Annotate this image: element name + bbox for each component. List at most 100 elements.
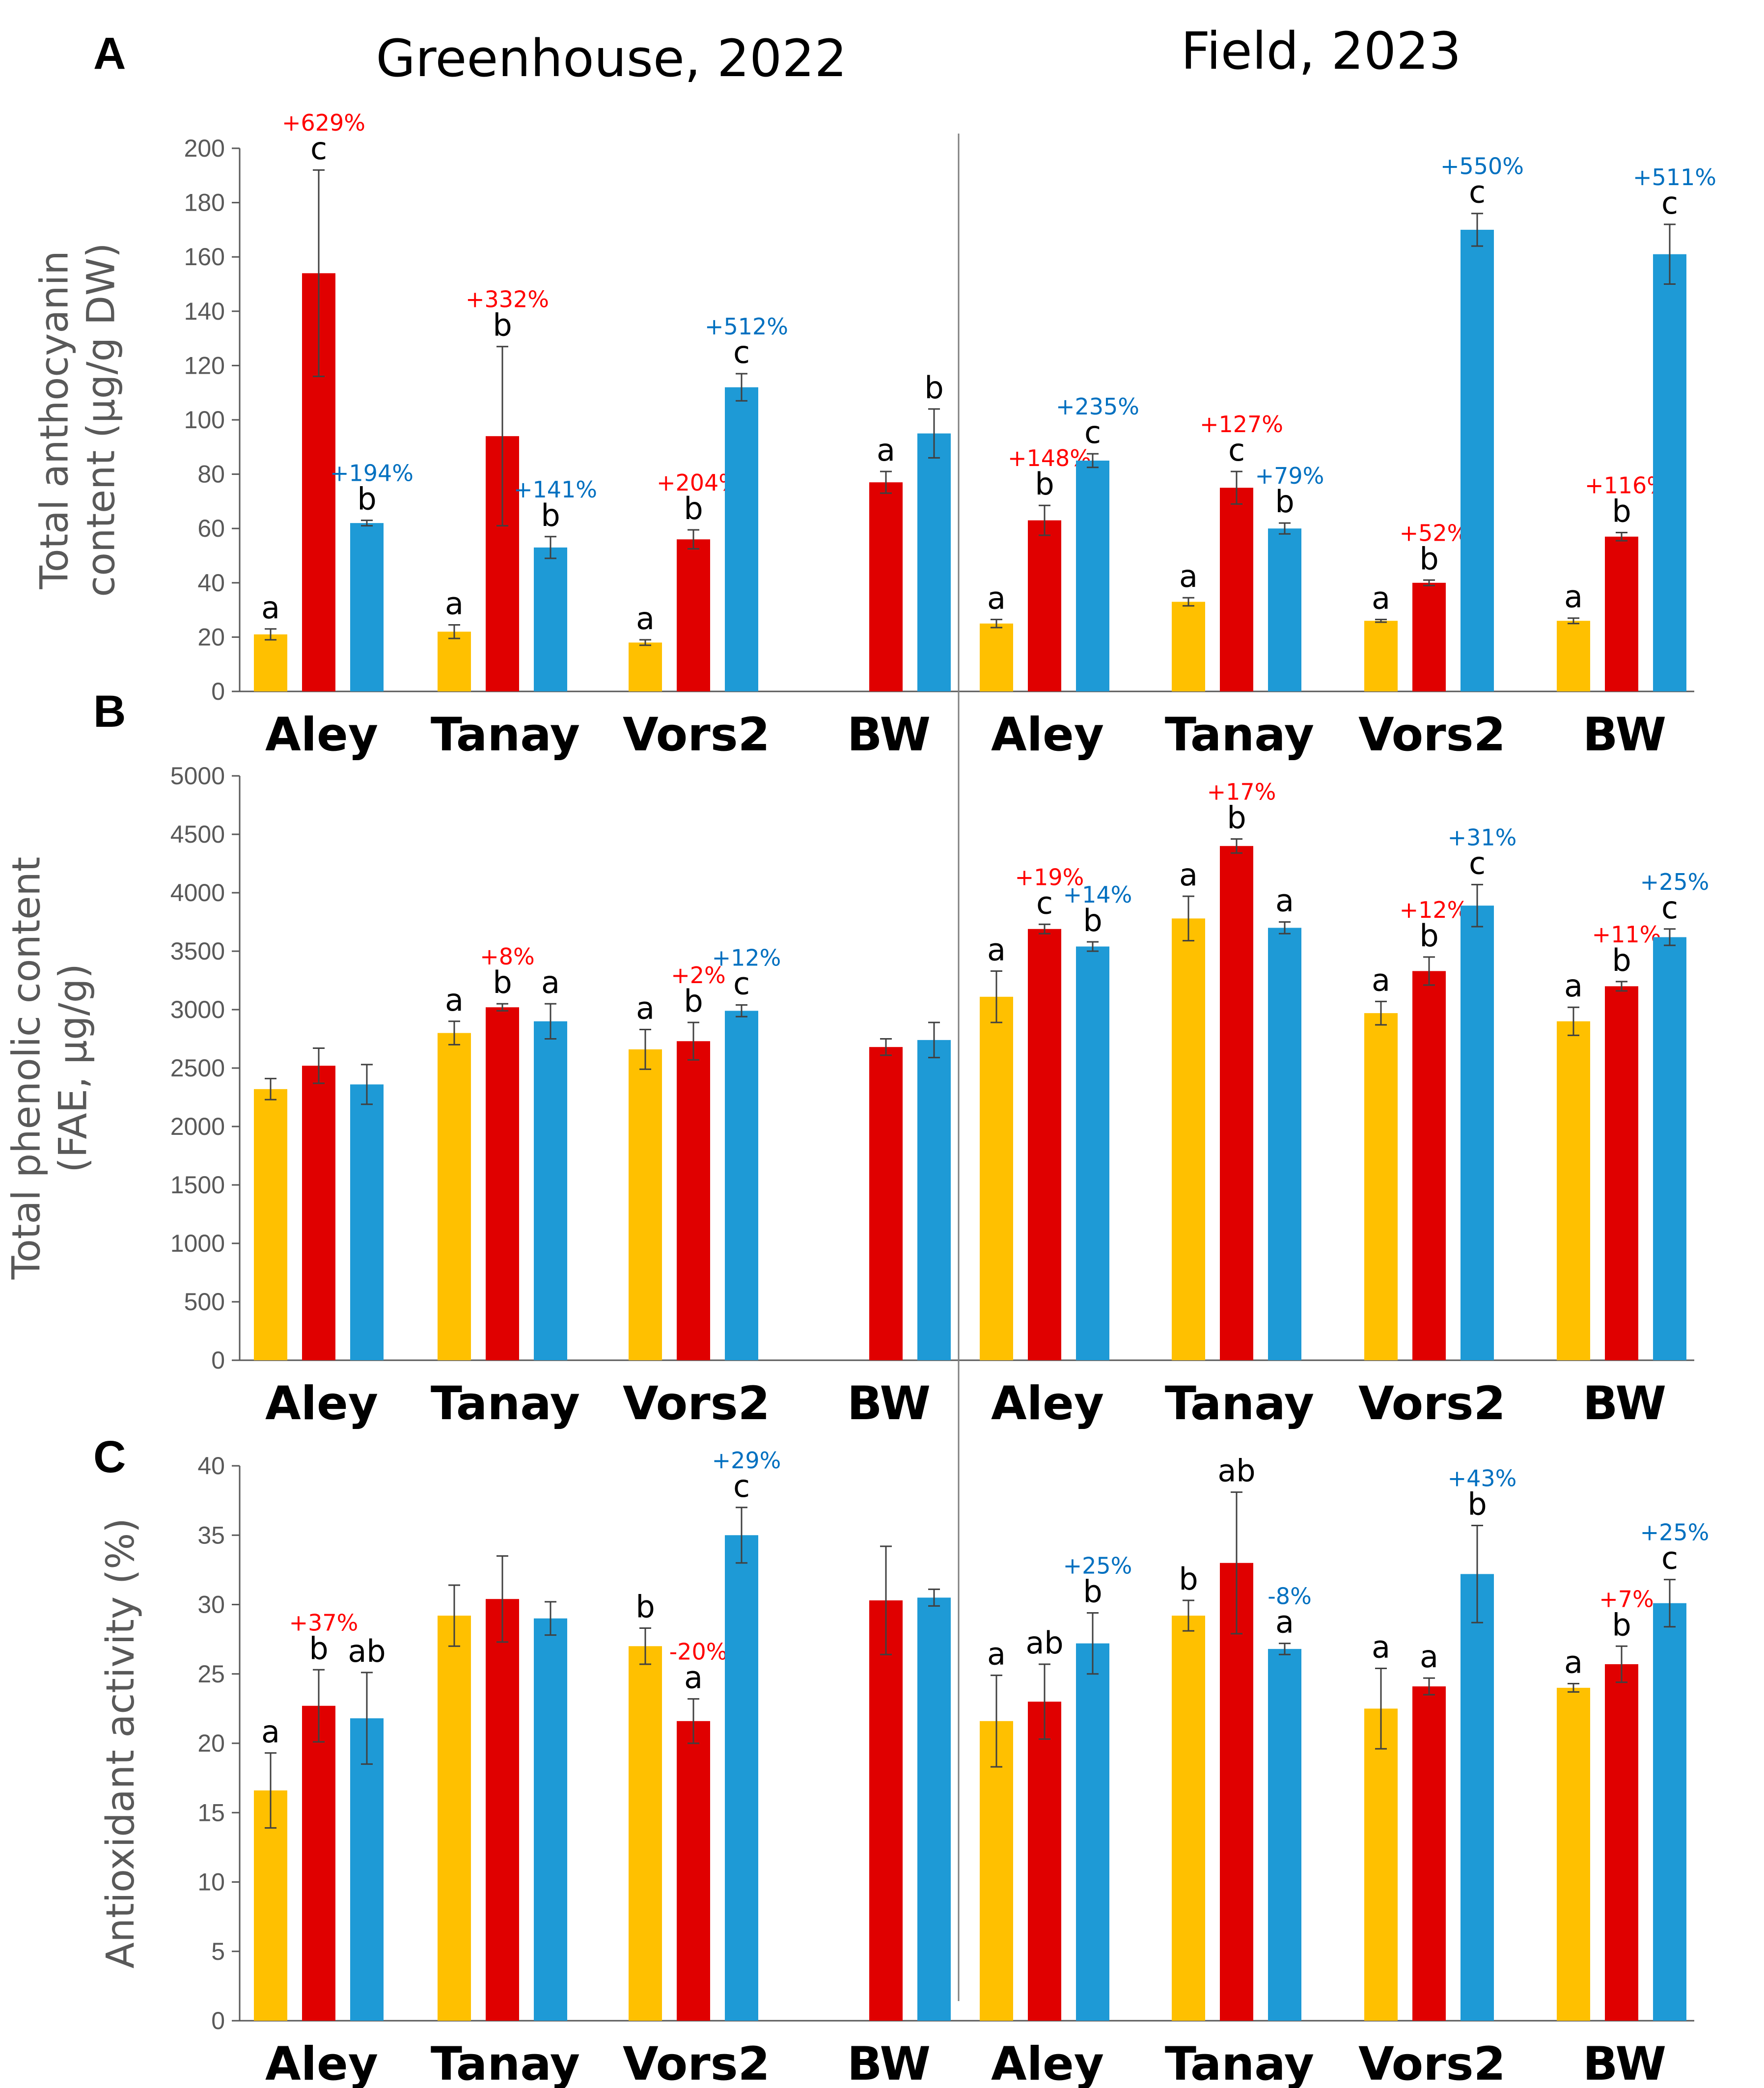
bar-red — [486, 1599, 519, 2021]
significance-letter: c — [1084, 414, 1101, 450]
error-bar — [928, 1588, 940, 1607]
y-tick-label: 160 — [184, 243, 225, 271]
y-tick-label: 20 — [197, 1730, 225, 1757]
percent-change-label: +512% — [705, 313, 788, 340]
significance-letter: a — [261, 1714, 280, 1750]
error-bar — [496, 1555, 508, 1643]
percent-change-label: +7% — [1599, 1586, 1654, 1612]
error-bar — [639, 1627, 651, 1665]
error-bar — [736, 1004, 747, 1017]
category-label: Tanay — [431, 708, 580, 762]
significance-letter: b — [493, 307, 512, 343]
percent-change-label: +194% — [330, 460, 413, 487]
error-bar — [1087, 453, 1099, 468]
significance-letter: b — [1275, 484, 1294, 520]
bar-red — [1028, 520, 1061, 691]
chart-a: 0 20 40 60 80 100 120 140 160 180 200 Total anthocy… — [33, 110, 1717, 762]
error-bar — [313, 1669, 325, 1743]
error-bar — [313, 1047, 325, 1084]
error-bar — [1616, 1645, 1627, 1683]
category-label: Tanay — [1165, 708, 1314, 762]
bar-red — [677, 1721, 710, 2021]
significance-letter: b — [309, 1630, 328, 1666]
significance-letter: b — [541, 497, 560, 533]
significance-letter: b — [1035, 466, 1054, 502]
y-tick-label: 500 — [184, 1288, 225, 1316]
bar-red — [1605, 1664, 1638, 2021]
bar-red — [1605, 536, 1638, 691]
bar-yellow — [1172, 918, 1205, 1360]
bar-blue — [534, 1618, 567, 2021]
category-label: BW — [847, 1377, 931, 1430]
error-bar — [1664, 223, 1676, 285]
bar-red — [869, 1047, 903, 1360]
group-title-field: Field, 2023 — [1181, 21, 1461, 81]
significance-letter: ab — [1025, 1625, 1063, 1661]
error-bar — [639, 639, 651, 646]
category-label: Tanay — [1165, 2037, 1314, 2088]
bar-blue — [725, 387, 758, 691]
y-axis-label: (FAE, µg/g) — [52, 963, 96, 1173]
significance-letter: ab — [1217, 1453, 1255, 1489]
significance-letter: a — [541, 964, 560, 1000]
error-bar — [688, 529, 699, 550]
percent-change-label: +25% — [1640, 1519, 1709, 1546]
bar-yellow — [1364, 1013, 1398, 1360]
bar-yellow — [980, 623, 1013, 691]
error-bar — [1616, 981, 1627, 992]
significance-letter: a — [1275, 883, 1294, 919]
percent-change-label: +52% — [1400, 520, 1469, 546]
y-tick-label: 40 — [197, 1452, 225, 1480]
error-bar — [639, 1028, 651, 1070]
percent-change-label: +25% — [1063, 1552, 1132, 1579]
bar-yellow — [1557, 1688, 1590, 2021]
category-label: BW — [1583, 708, 1666, 762]
percent-change-label: +19% — [1015, 864, 1084, 890]
category-label: BW — [1583, 2037, 1666, 2088]
panel-label-c: C — [93, 1432, 126, 1482]
percent-change-label: +2% — [671, 962, 726, 989]
percent-change-label: +12% — [712, 944, 781, 971]
error-bar — [1087, 1612, 1099, 1675]
error-bar — [1231, 470, 1242, 505]
error-bar — [496, 346, 508, 527]
percent-change-label: +29% — [712, 1447, 781, 1474]
significance-letter: b — [1227, 800, 1246, 836]
bar-yellow — [629, 1646, 662, 2021]
significance-letter: b — [1083, 903, 1102, 938]
bar-blue — [350, 523, 384, 691]
y-axis-label: content (µg/g DW) — [80, 243, 124, 597]
error-bar — [1183, 1599, 1194, 1632]
significance-letter: a — [1372, 580, 1390, 616]
error-bar — [1568, 1683, 1579, 1693]
bar-yellow — [629, 642, 662, 691]
error-bar — [1183, 895, 1194, 942]
significance-letter: b — [635, 1589, 655, 1625]
percent-change-label: +127% — [1200, 411, 1283, 438]
error-bar — [313, 169, 325, 378]
error-bar — [928, 408, 940, 459]
error-bar — [265, 1752, 276, 1829]
category-label: Tanay — [431, 2037, 580, 2088]
bar-yellow — [1364, 621, 1398, 691]
significance-letter: b — [1419, 918, 1438, 954]
significance-letter: b — [1179, 1561, 1198, 1597]
significance-letter: b — [493, 964, 512, 1000]
bar-red — [677, 1041, 710, 1360]
error-bar — [880, 470, 892, 494]
bar-yellow — [254, 1089, 287, 1360]
category-label: Vors2 — [623, 708, 770, 762]
bar-yellow — [438, 632, 471, 691]
percent-change-label: +141% — [514, 476, 597, 503]
significance-letter: c — [733, 965, 750, 1001]
bar-blue — [1653, 937, 1686, 1360]
significance-letter: b — [1419, 541, 1438, 577]
error-bar — [1423, 956, 1435, 986]
significance-letter: ab — [348, 1633, 386, 1669]
significance-letter: c — [733, 1468, 750, 1504]
percent-change-label: +550% — [1440, 153, 1524, 180]
category-label: Vors2 — [623, 2037, 770, 2088]
error-bar — [448, 1584, 460, 1647]
